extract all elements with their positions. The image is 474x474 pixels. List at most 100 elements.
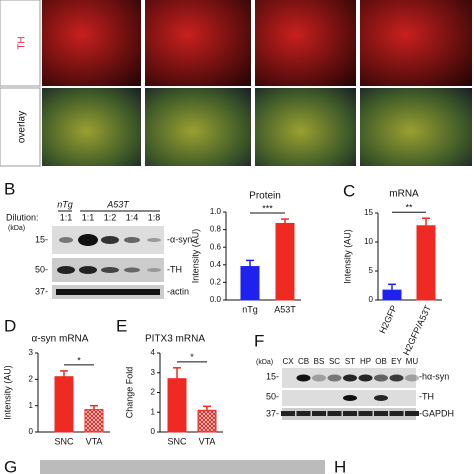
lane-label: ST (345, 357, 355, 366)
y-tick-label: 0 (151, 427, 156, 436)
bar (54, 376, 74, 433)
y-axis-label: Intensity (AU) (2, 365, 12, 420)
marker: 37- (35, 286, 48, 296)
y-tick-label: 0.4 (210, 260, 222, 269)
band (389, 374, 404, 382)
y-tick-label: 4 (151, 348, 156, 357)
dilution: 1:1 (60, 212, 73, 222)
panel-label: C (343, 181, 355, 200)
y-tick-label: 1 (151, 407, 156, 416)
y-tick-label: 2 (151, 388, 156, 397)
bar (84, 409, 104, 433)
kda-label: (kDa) (8, 225, 25, 232)
marker: 15- (266, 371, 279, 381)
y-axis-label: Change Fold (124, 367, 134, 419)
band-label: -GAPDH (419, 408, 454, 418)
band (327, 374, 342, 382)
y-tick-label: 0.6 (210, 242, 222, 251)
y-axis-label: Intensity (AU) (190, 229, 200, 284)
micrographs: TH overlay (0, 0, 472, 167)
band (312, 374, 326, 382)
x-tick-label: H2GFP (377, 304, 399, 335)
band (56, 289, 160, 295)
marker: 37- (266, 408, 279, 418)
band (327, 411, 342, 416)
band-label: -TH (167, 264, 182, 274)
dilution: 1:8 (148, 212, 161, 222)
group-label: A53T (106, 199, 130, 209)
y-tick-label: 3 (151, 368, 156, 377)
band (358, 411, 373, 416)
y-tick-label: 0 (29, 427, 34, 436)
bar (275, 222, 295, 301)
band (101, 267, 119, 273)
image (145, 0, 251, 86)
significance: * (77, 355, 81, 365)
significance: * (190, 352, 194, 362)
x-tick-label: H2GFP/A53T (401, 303, 433, 357)
lane-label: BS (314, 357, 325, 366)
blot-f: (kDa) 15- 50- 37- -hα-syn -TH -GAPDH (256, 359, 454, 420)
band (281, 411, 295, 416)
blot-b: nTg A53T Dilution: 1:1 1:1 1:2 1:4 1:8 (… (6, 199, 192, 299)
y-tick-label: 15 (364, 208, 373, 217)
band (296, 374, 311, 382)
kda-label: (kDa) (256, 359, 273, 366)
band (374, 395, 388, 401)
lane-label: EY (391, 357, 402, 366)
band-label: -α-syn (167, 234, 192, 244)
y-tick-label: 0.8 (210, 225, 222, 234)
marker: 50- (266, 391, 279, 401)
bar (197, 409, 217, 433)
band (101, 236, 119, 244)
band (405, 374, 419, 382)
dilution: 1:1 (82, 212, 95, 222)
label-box (0, 87, 41, 167)
significance: ** (405, 203, 413, 213)
lane-label: OB (375, 357, 387, 366)
image (255, 88, 356, 166)
significance: *** (262, 203, 273, 213)
chart-title: PITX3 mRNA (145, 334, 205, 345)
band (389, 411, 404, 416)
image (360, 88, 472, 166)
band (343, 374, 357, 382)
x-tick-label: nTg (242, 304, 258, 314)
band (147, 268, 161, 272)
bar (416, 225, 436, 301)
row-label: overlay (17, 111, 28, 143)
panel-label: B (4, 179, 15, 198)
y-tick-label: 0.2 (210, 278, 222, 287)
band (78, 234, 98, 246)
band (374, 374, 388, 382)
band (79, 266, 97, 274)
band (343, 411, 357, 416)
dilution: 1:4 (126, 212, 139, 222)
band-label: -actin (167, 286, 189, 296)
band-label: -TH (419, 391, 434, 401)
image (255, 0, 356, 86)
chart-title: α-syn mRNA (32, 334, 89, 345)
dilution: 1:2 (104, 212, 117, 222)
band-label: -hα-syn (419, 371, 449, 381)
panel-label: F (254, 331, 264, 350)
y-axis-label: Intensity (AU) (342, 229, 352, 284)
band (374, 411, 388, 416)
y-tick-label: 5 (369, 266, 374, 275)
marker: 50- (35, 264, 48, 274)
lane-label: CX (282, 357, 294, 366)
marker: 15- (35, 234, 48, 244)
lane-label: MU (406, 357, 419, 366)
band (343, 395, 357, 401)
image (360, 0, 472, 86)
image (42, 88, 141, 166)
image (40, 460, 325, 474)
panel-label: E (116, 316, 127, 335)
panel-label: D (4, 316, 16, 335)
band (358, 374, 373, 382)
panel-label: H (334, 457, 346, 474)
label-box (0, 0, 41, 87)
band (124, 267, 140, 273)
chart-title: Protein (249, 191, 281, 202)
